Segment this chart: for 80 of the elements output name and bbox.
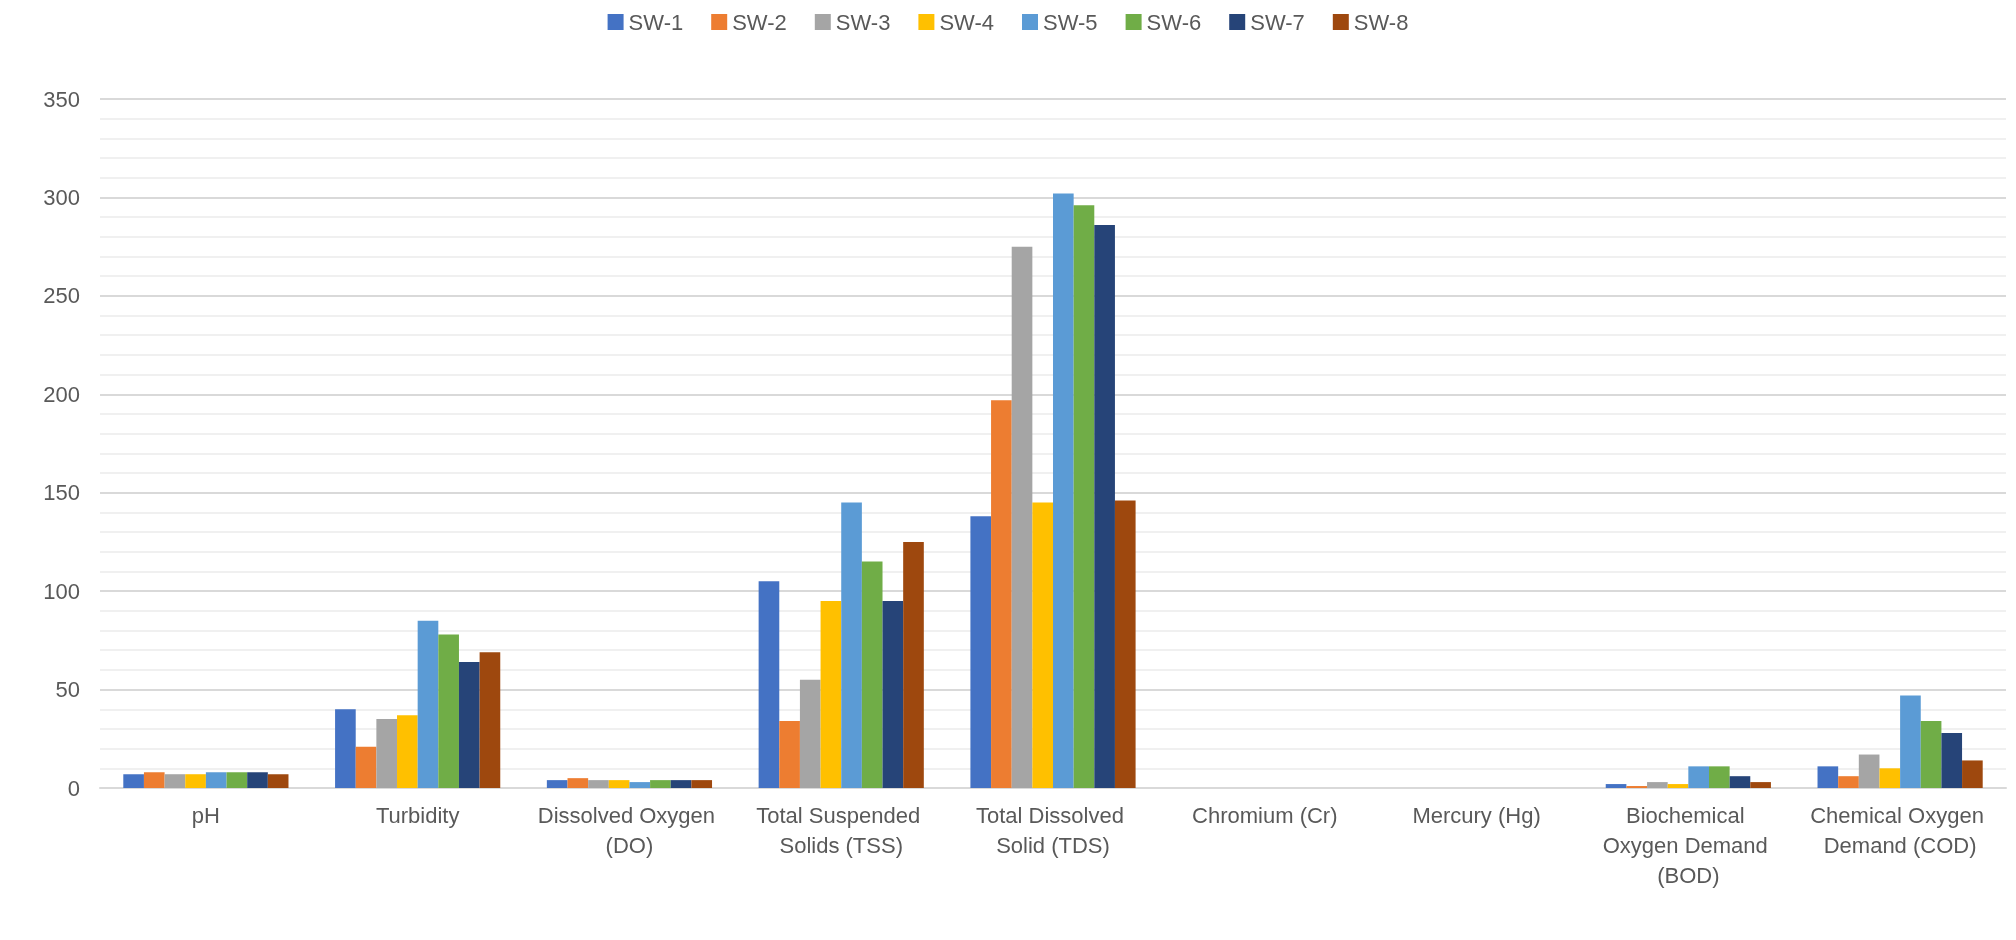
y-tick-label: 300 xyxy=(43,184,80,210)
y-tick-label: 350 xyxy=(43,86,80,112)
bar xyxy=(567,778,589,788)
x-tick-label: Biochemical Oxygen Demand (BOD) xyxy=(1602,802,1774,888)
legend-label: SW-4 xyxy=(939,9,995,35)
bar xyxy=(588,780,609,788)
bar xyxy=(205,772,227,788)
bar xyxy=(691,780,713,788)
legend-label: SW-7 xyxy=(1250,9,1305,35)
legend-label: SW-3 xyxy=(835,9,891,35)
bar xyxy=(779,721,800,788)
bar xyxy=(185,774,206,788)
bar xyxy=(1114,500,1136,788)
y-tick-label: 150 xyxy=(43,480,80,506)
bar xyxy=(1941,732,1963,788)
bar xyxy=(1729,776,1751,788)
bar xyxy=(1962,760,1983,788)
bar xyxy=(903,541,924,788)
x-tick-label: Chemical Oxygen Demand (COD) xyxy=(1810,802,1990,858)
legend-label: SW-5 xyxy=(1043,9,1098,35)
bar xyxy=(417,620,439,788)
bar xyxy=(1817,766,1839,788)
legend-label: SW-8 xyxy=(1353,9,1409,35)
legend-label: SW-6 xyxy=(1146,9,1202,35)
bar xyxy=(1053,193,1074,788)
legend-label: SW-1 xyxy=(628,9,684,35)
bar xyxy=(397,715,418,788)
bar xyxy=(882,600,904,788)
bar xyxy=(1858,754,1880,788)
y-tick-label: 50 xyxy=(55,677,80,703)
bar xyxy=(1838,776,1859,788)
y-tick-label: 250 xyxy=(43,283,80,309)
bar xyxy=(1750,782,1771,788)
bar xyxy=(629,782,651,788)
bar xyxy=(991,400,1012,788)
bar xyxy=(1879,768,1901,788)
bar xyxy=(970,516,992,788)
bar xyxy=(267,774,289,788)
y-tick-label: 200 xyxy=(43,381,80,407)
bar xyxy=(799,679,821,788)
x-tick-label: Mercury (Hg) xyxy=(1412,802,1541,828)
bar xyxy=(438,634,459,788)
bar xyxy=(335,709,356,788)
bar xyxy=(1708,766,1730,788)
bar xyxy=(123,774,144,788)
y-tick-label: 100 xyxy=(43,578,80,604)
bar xyxy=(1073,205,1095,788)
x-tick-label: pH xyxy=(191,802,220,828)
legend-label: SW-2 xyxy=(732,9,787,35)
bar xyxy=(820,600,842,788)
bar xyxy=(1688,766,1709,788)
bar xyxy=(479,652,501,788)
bar xyxy=(650,780,671,788)
bar xyxy=(546,780,568,788)
bar xyxy=(1094,224,1115,788)
bar xyxy=(247,772,268,788)
x-tick-label: Dissolved Oxygen (DO) xyxy=(537,802,722,858)
bar xyxy=(1605,784,1627,788)
bar xyxy=(1647,782,1668,788)
bar xyxy=(841,502,862,788)
bar xyxy=(861,561,883,788)
bar xyxy=(143,772,165,788)
bar xyxy=(1920,721,1942,788)
x-tick-label: Total Dissolved Solid (TDS) xyxy=(975,802,1131,858)
y-tick-label: 0 xyxy=(67,775,80,801)
bar xyxy=(1011,246,1033,788)
bar xyxy=(164,774,186,788)
bar xyxy=(1667,784,1689,788)
bar xyxy=(1900,695,1921,788)
bar xyxy=(226,772,248,788)
bar xyxy=(458,662,480,788)
bar xyxy=(608,780,630,788)
bar xyxy=(670,780,692,788)
x-tick-label: Chromium (Cr) xyxy=(1192,802,1338,828)
x-tick-label: Total Suspended Solids (TSS) xyxy=(756,802,927,858)
bar xyxy=(1032,502,1053,788)
bar xyxy=(355,746,377,788)
bar xyxy=(376,719,398,788)
bar xyxy=(758,581,780,788)
x-tick-label: Turbidity xyxy=(375,802,460,828)
